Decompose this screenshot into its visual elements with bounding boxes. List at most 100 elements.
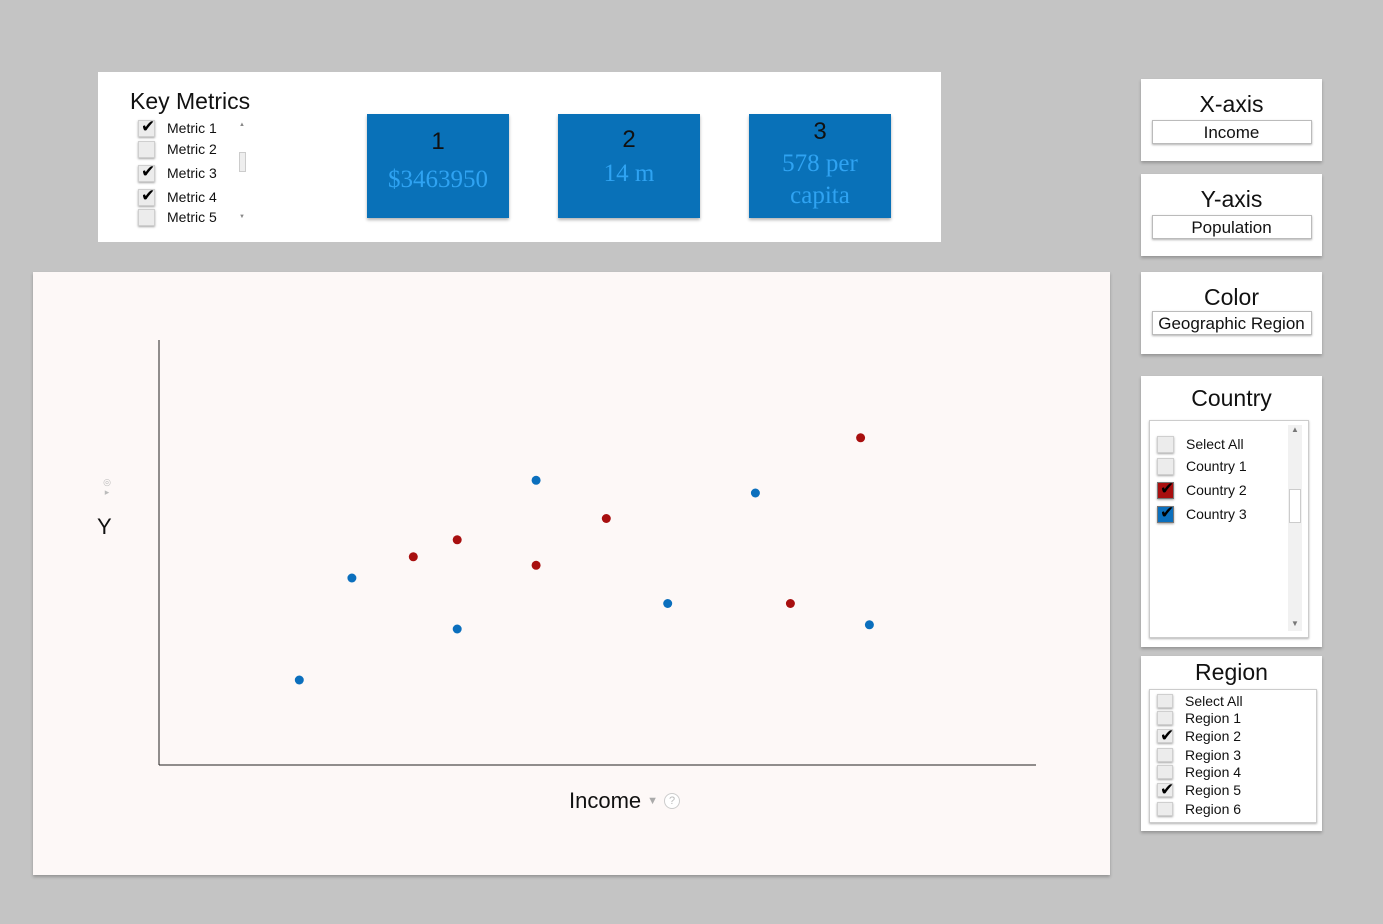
region-label: Region 1: [1185, 710, 1242, 726]
country-list: Select All Country 1 ✔ Country 2 ✔ Count…: [1149, 420, 1309, 638]
country-label: Select All: [1186, 436, 1244, 452]
region-item-6[interactable]: Region 6: [1157, 800, 1241, 818]
scroll-up-icon[interactable]: ▲: [1291, 425, 1299, 434]
data-points: [294, 433, 874, 685]
color-dropdown[interactable]: Geographic Region: [1151, 311, 1312, 335]
data-point-s0-2[interactable]: [452, 624, 462, 634]
kpi-value: $3463950: [388, 166, 488, 193]
metric-list: ✔ Metric 1 Metric 2 ✔ Metric 3 ✔ Metric …: [138, 116, 248, 227]
country-3-checkbox[interactable]: ✔: [1157, 502, 1175, 523]
chevron-down-icon[interactable]: ▼: [647, 795, 659, 807]
kpi-value: 14 m: [603, 160, 655, 187]
region-item-2[interactable]: ✔ Region 2: [1157, 726, 1241, 745]
data-point-s0-0[interactable]: [294, 675, 304, 685]
metric-item-3[interactable]: ✔ Metric 3: [138, 161, 217, 183]
scatter-chart: [158, 340, 1036, 766]
country-1-checkbox[interactable]: [1157, 457, 1174, 475]
metric-item-5[interactable]: Metric 5: [138, 207, 217, 227]
region-item-4[interactable]: Region 4: [1157, 763, 1241, 781]
check-icon: ✔: [141, 185, 156, 205]
metric-item-2[interactable]: Metric 2: [138, 139, 217, 159]
metric-label: Metric 1: [167, 120, 217, 136]
kpi-number: 3: [813, 118, 827, 145]
region-4-checkbox[interactable]: [1157, 765, 1173, 779]
country-label: Country 2: [1186, 482, 1247, 498]
kpi-card-2: 2 14 m: [558, 114, 700, 218]
y-axis-dropdown[interactable]: Population: [1151, 215, 1312, 239]
region-item-5[interactable]: ✔ Region 5: [1157, 780, 1241, 799]
check-icon: ✔: [1160, 478, 1175, 498]
scroll-thumb[interactable]: [239, 152, 246, 172]
metric-1-checkbox[interactable]: ✔: [138, 116, 156, 137]
region-3-checkbox[interactable]: [1157, 748, 1173, 762]
scroll-up-icon[interactable]: ▲: [239, 122, 245, 128]
region-1-checkbox[interactable]: [1157, 711, 1173, 725]
check-icon: ✔: [1160, 726, 1175, 745]
country-filter-panel: Country Select All Country 1 ✔ Country 2…: [1141, 376, 1322, 647]
select-all-checkbox[interactable]: [1157, 435, 1174, 453]
check-icon: ✔: [1160, 780, 1175, 799]
metric-item-4[interactable]: ✔ Metric 4: [138, 185, 217, 207]
data-point-s1-3[interactable]: [601, 514, 611, 523]
y-axis-selector-title: Y-axis: [1200, 186, 1263, 212]
country-2-checkbox[interactable]: ✔: [1157, 478, 1175, 499]
x-axis-label-group: Income ▼ ?: [569, 788, 681, 814]
data-point-s1-0[interactable]: [408, 552, 418, 562]
y-axis-menu-icon[interactable]: ◎ ▸: [103, 477, 111, 497]
data-point-s0-5[interactable]: [750, 488, 760, 498]
x-axis-dropdown[interactable]: Income: [1151, 120, 1312, 144]
kpi-number: 2: [622, 126, 636, 153]
data-point-s0-1[interactable]: [347, 573, 357, 583]
scroll-thumb[interactable]: [1289, 489, 1301, 523]
data-point-s1-1[interactable]: [452, 535, 462, 545]
country-item-2[interactable]: ✔ Country 2: [1157, 479, 1247, 501]
kpi-card-3: 3 578 per capita: [749, 114, 891, 218]
key-metrics-panel: Key Metrics ✔ Metric 1 Metric 2 ✔ Metric…: [98, 72, 941, 242]
metric-5-checkbox[interactable]: [138, 208, 155, 226]
region-label: Region 3: [1185, 747, 1242, 763]
scroll-down-icon[interactable]: ▼: [239, 214, 245, 220]
region-item-3[interactable]: Region 3: [1157, 746, 1241, 764]
data-point-s0-4[interactable]: [663, 599, 673, 608]
data-point-s0-6[interactable]: [864, 620, 874, 630]
country-filter-title: Country: [1191, 385, 1272, 411]
metric-4-checkbox[interactable]: ✔: [138, 185, 156, 206]
data-point-s1-4[interactable]: [785, 599, 795, 608]
country-item-1[interactable]: Country 1: [1157, 455, 1247, 477]
region-list: Select All Region 1 ✔ Region 2 Region 3 …: [1149, 689, 1317, 823]
color-selector-title: Color: [1204, 284, 1259, 310]
y-axis-selector-panel: Y-axis Population: [1141, 174, 1322, 256]
region-6-checkbox[interactable]: [1157, 802, 1173, 816]
select-all-checkbox[interactable]: [1157, 694, 1173, 708]
kpi-value: 578 per capita: [782, 150, 858, 209]
metric-item-1[interactable]: ✔ Metric 1: [138, 116, 217, 138]
x-axis-selector-title: X-axis: [1199, 91, 1264, 117]
check-icon: ✔: [1160, 502, 1175, 522]
country-item-3[interactable]: ✔ Country 3: [1157, 503, 1247, 525]
country-label: Country 1: [1186, 458, 1247, 474]
country-list-scrollbar[interactable]: ▲ ▼: [1288, 425, 1302, 631]
region-2-checkbox[interactable]: ✔: [1157, 726, 1175, 745]
data-point-s1-2[interactable]: [531, 560, 541, 570]
region-item-select-all[interactable]: Select All: [1157, 692, 1243, 710]
check-icon: ✔: [141, 116, 156, 136]
x-axis-selector-panel: X-axis Income: [1141, 79, 1322, 161]
country-label: Country 3: [1186, 506, 1247, 522]
region-5-checkbox[interactable]: ✔: [1157, 780, 1175, 799]
region-filter-title: Region: [1195, 659, 1268, 685]
metric-label: Metric 2: [167, 141, 217, 157]
region-item-1[interactable]: Region 1: [1157, 709, 1241, 727]
metric-2-checkbox[interactable]: [138, 140, 155, 158]
scroll-down-icon[interactable]: ▼: [1291, 619, 1299, 628]
region-label: Region 6: [1185, 801, 1242, 817]
help-icon[interactable]: ?: [664, 793, 681, 809]
metric-label: Metric 3: [167, 165, 217, 181]
data-point-s1-5[interactable]: [856, 433, 866, 443]
check-icon: ✔: [141, 161, 156, 181]
metric-label: Metric 4: [167, 189, 217, 205]
metric-list-scrollbar[interactable]: ▲ ▼: [238, 122, 246, 220]
data-point-s0-3[interactable]: [531, 475, 541, 485]
country-item-select-all[interactable]: Select All: [1157, 433, 1244, 455]
kpi-number: 1: [431, 128, 445, 155]
metric-3-checkbox[interactable]: ✔: [138, 161, 156, 182]
